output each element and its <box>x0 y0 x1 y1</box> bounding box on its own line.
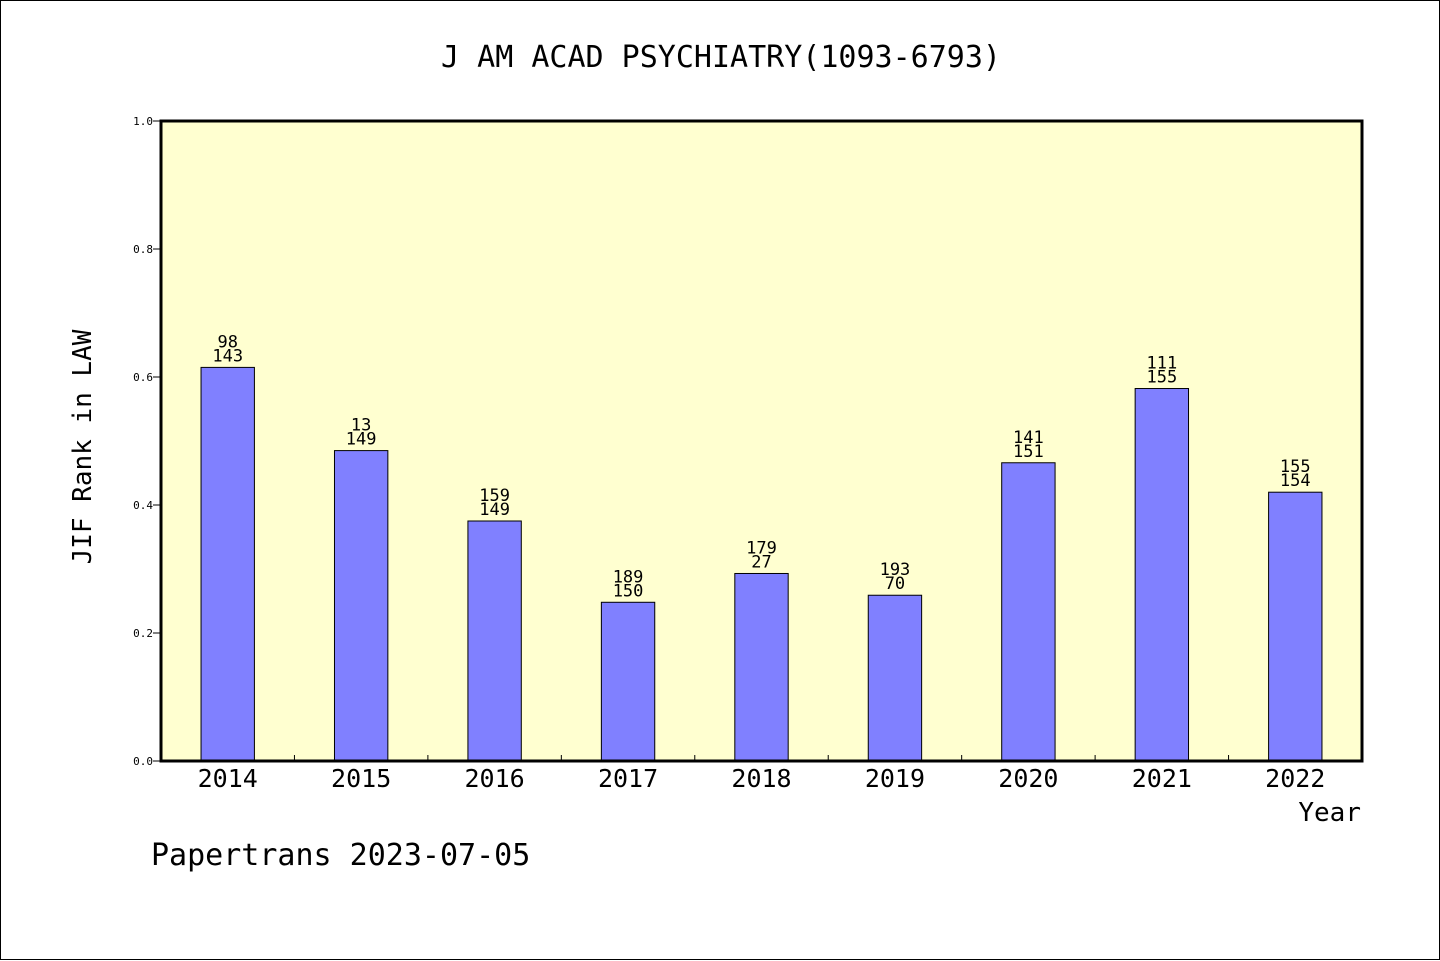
bar-label-bottom-2017: 150 <box>613 581 644 601</box>
bar-label-top-2021: 111 <box>1146 354 1177 374</box>
bar-2017 <box>600 601 656 762</box>
bar-label-bottom-2015: 149 <box>346 430 377 450</box>
x-tick-label-2015: 2015 <box>331 764 391 793</box>
x-tick-label-2020: 2020 <box>998 764 1058 793</box>
x-tick-label-2021: 2021 <box>1132 764 1192 793</box>
y-tick-label: 0.2 <box>133 627 153 640</box>
bar-label-bottom-2020: 151 <box>1013 442 1044 462</box>
chart-title: J AM ACAD PSYCHIATRY(1093-6793) <box>441 40 1001 75</box>
bar-label-top-2022: 155 <box>1280 457 1311 477</box>
bar-label-bottom-2022: 154 <box>1280 471 1311 491</box>
y-tick-label: 0.8 <box>133 243 153 256</box>
y-axis-label: JIF Rank in LAW <box>68 329 98 564</box>
x-axis-ticks: 2014 2015 2016 2017 2018 2019 2020 2021 2022 <box>198 755 1325 793</box>
bar-label-top-2018: 179 <box>746 538 777 558</box>
bar-label-top-2017: 189 <box>613 567 644 587</box>
bar-label-bottom-2019: 70 <box>885 574 905 594</box>
x-tick-label-2022: 2022 <box>1265 764 1325 793</box>
y-axis-ticks: 0.0 0.2 0.4 0.6 0.8 1.0 <box>133 115 161 768</box>
bar-label-bottom-2021: 155 <box>1146 368 1177 388</box>
bar-2016 <box>467 520 522 762</box>
x-tick-label-2016: 2016 <box>465 764 525 793</box>
bar-label-top-2020: 141 <box>1013 428 1044 448</box>
bar-2018 <box>734 572 789 762</box>
x-tick-label-2019: 2019 <box>865 764 925 793</box>
bar-label-top-2015: 13 <box>351 416 371 436</box>
bar-2022 <box>1268 491 1323 762</box>
bar-label-bottom-2018: 27 <box>751 552 771 572</box>
y-tick-label: 0.0 <box>133 755 153 768</box>
plot-border <box>159 119 1364 763</box>
footer-text: Papertrans 2023-07-05 <box>151 838 530 873</box>
x-axis-label: Year <box>1298 798 1361 828</box>
bar-label-top-2016: 159 <box>479 486 510 506</box>
bar-2020 <box>1001 462 1056 762</box>
bar-label-bottom-2014: 143 <box>212 346 243 366</box>
bar-2021 <box>1134 388 1190 762</box>
x-tick-label-2017: 2017 <box>598 764 658 793</box>
x-tick-label-2018: 2018 <box>731 764 791 793</box>
bar-2014 <box>200 366 255 762</box>
bar-2015 <box>333 450 389 762</box>
bar-label-bottom-2016: 149 <box>479 500 510 520</box>
y-tick-label: 1.0 <box>133 115 153 128</box>
bar-label-top-2019: 193 <box>880 560 911 580</box>
y-tick-label: 0.4 <box>133 499 153 512</box>
x-tick-label-2014: 2014 <box>198 764 258 793</box>
bar-label-top-2014: 98 <box>217 332 237 352</box>
y-tick-label: 0.6 <box>133 371 153 384</box>
bar-2019 <box>867 594 923 762</box>
